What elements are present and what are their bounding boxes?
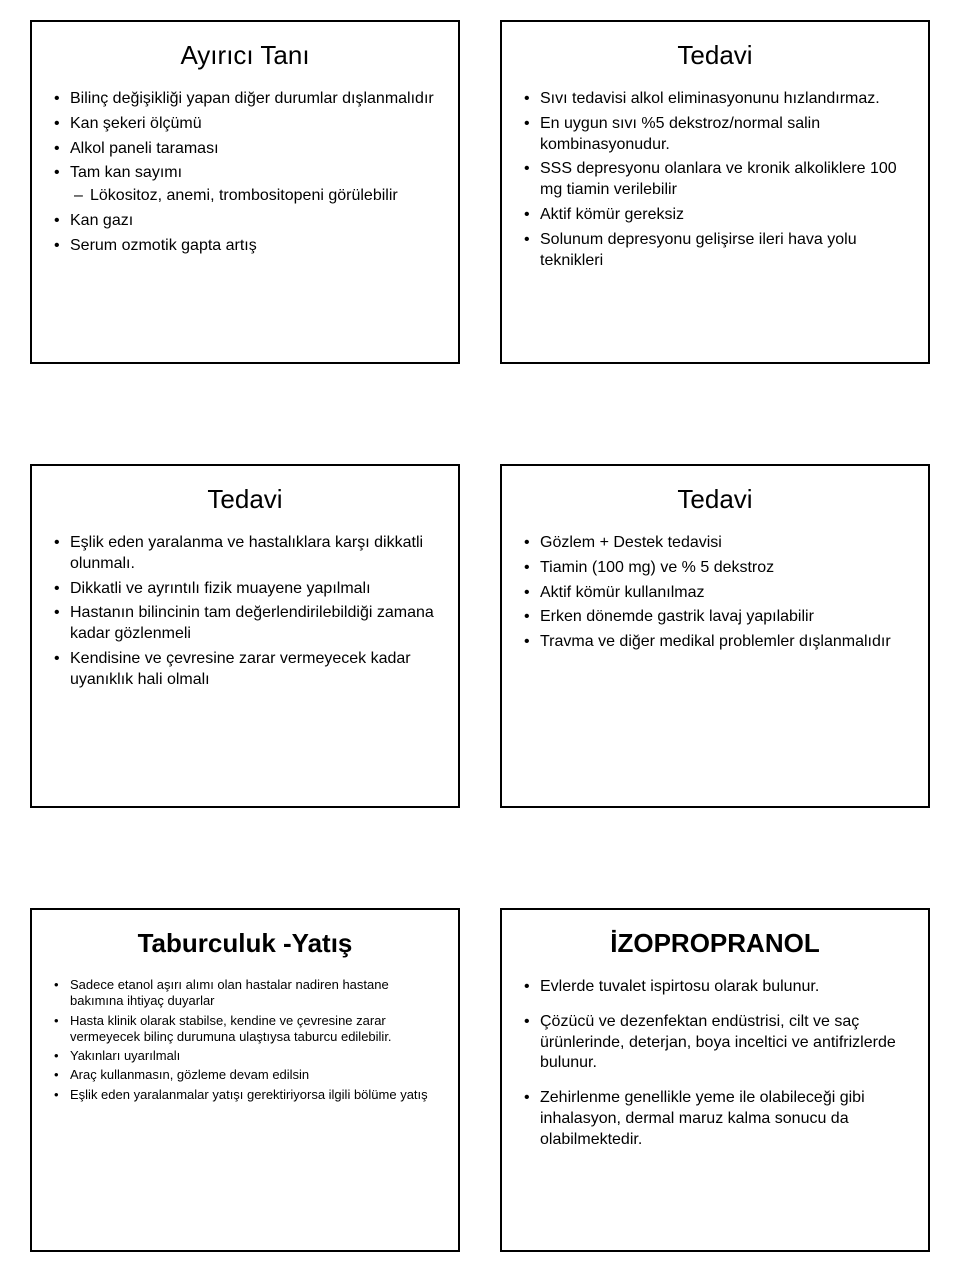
list-item: Evlerde tuvalet ispirtosu olarak bulunur… <box>524 977 906 998</box>
list-item: Tam kan sayımıLökositoz, anemi, trombosi… <box>54 163 436 207</box>
list-item: Zehirlenme genellikle yeme ile olabilece… <box>524 1088 906 1150</box>
card-list: Sadece etanol aşırı alımı olan hastalar … <box>54 977 436 1106</box>
sub-list-item: Lökositoz, anemi, trombositopeni görüleb… <box>74 186 436 207</box>
card-list: Sıvı tedavisi alkol eliminasyonunu hızla… <box>524 89 906 275</box>
card-title: Tedavi <box>524 484 906 515</box>
card-list: Evlerde tuvalet ispirtosu olarak bulunur… <box>524 977 906 1165</box>
list-item: Araç kullanmasın, gözleme devam edilsin <box>54 1067 436 1083</box>
list-item: Kan şekeri ölçümü <box>54 114 436 135</box>
list-item: Dikkatli ve ayrıntılı fizik muayene yapı… <box>54 579 436 600</box>
card-3: Tedavi Gözlem + Destek tedavisi Tiamin (1… <box>500 464 930 808</box>
list-item: Eşlik eden yaralanmalar yatışı gerektiri… <box>54 1087 436 1103</box>
list-item: Kendisine ve çevresine zarar vermeyecek … <box>54 649 436 691</box>
list-item: Serum ozmotik gapta artış <box>54 236 436 257</box>
sub-list: Lökositoz, anemi, trombositopeni görüleb… <box>70 186 436 207</box>
list-item: Çözücü ve dezenfektan endüstrisi, cilt v… <box>524 1012 906 1074</box>
list-item: Tiamin (100 mg) ve % 5 dekstroz <box>524 558 906 579</box>
list-item: Aktif kömür gereksiz <box>524 205 906 226</box>
list-item: Solunum depresyonu gelişirse ileri hava … <box>524 230 906 272</box>
card-title: Taburculuk -Yatış <box>54 928 436 959</box>
list-item: En uygun sıvı %5 dekstroz/normal salin k… <box>524 114 906 156</box>
list-item: Yakınları uyarılmalı <box>54 1048 436 1064</box>
list-item: Erken dönemde gastrik lavaj yapılabilir <box>524 607 906 628</box>
list-item: Hasta klinik olarak stabilse, kendine ve… <box>54 1013 436 1046</box>
list-item: Aktif kömür kullanılmaz <box>524 583 906 604</box>
card-4: Taburculuk -Yatış Sadece etanol aşırı al… <box>30 908 460 1252</box>
list-item: Alkol paneli taraması <box>54 139 436 160</box>
list-item: Bilinç değişikliği yapan diğer durumlar … <box>54 89 436 110</box>
card-1: Tedavi Sıvı tedavisi alkol eliminasyonun… <box>500 20 930 364</box>
card-list: Gözlem + Destek tedavisi Tiamin (100 mg) … <box>524 533 906 657</box>
list-item: Eşlik eden yaralanma ve hastalıklara kar… <box>54 533 436 575</box>
list-item: Sıvı tedavisi alkol eliminasyonunu hızla… <box>524 89 906 110</box>
card-2: Tedavi Eşlik eden yaralanma ve hastalıkl… <box>30 464 460 808</box>
list-item: Hastanın bilincinin tam değerlendirilebi… <box>54 603 436 645</box>
list-item: Gözlem + Destek tedavisi <box>524 533 906 554</box>
list-item: SSS depresyonu olanlara ve kronik alkoli… <box>524 159 906 201</box>
card-0: Ayırıcı Tanı Bilinç değişikliği yapan di… <box>30 20 460 364</box>
list-item: Travma ve diğer medikal problemler dışla… <box>524 632 906 653</box>
card-5: İZOPROPRANOL Evlerde tuvalet ispirtosu o… <box>500 908 930 1252</box>
card-list: Bilinç değişikliği yapan diğer durumlar … <box>54 89 436 261</box>
card-title: Ayırıcı Tanı <box>54 40 436 71</box>
card-title: Tedavi <box>524 40 906 71</box>
card-title: İZOPROPRANOL <box>524 928 906 959</box>
card-title: Tedavi <box>54 484 436 515</box>
card-list: Eşlik eden yaralanma ve hastalıklara kar… <box>54 533 436 695</box>
slide-grid: Ayırıcı Tanı Bilinç değişikliği yapan di… <box>30 20 930 1252</box>
list-item: Kan gazı <box>54 211 436 232</box>
list-item: Sadece etanol aşırı alımı olan hastalar … <box>54 977 436 1010</box>
